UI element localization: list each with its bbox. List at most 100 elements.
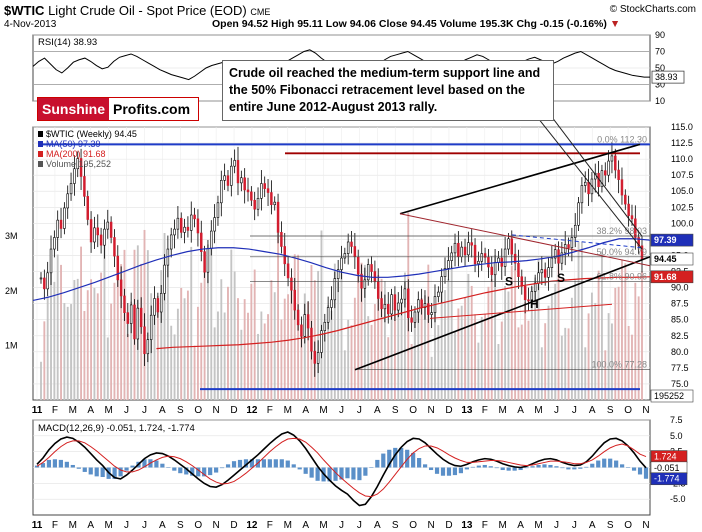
fib-level-label: 50.0% 94.79 — [596, 247, 647, 257]
macd-x-tick-label: A — [302, 520, 309, 531]
macd-histogram-bar — [76, 467, 81, 469]
annotation-callout: Crude oil reached the medium-term suppor… — [222, 60, 554, 121]
ma50-line — [32, 238, 651, 302]
volume-bar — [587, 313, 590, 400]
macd-histogram-bar — [643, 467, 649, 479]
candle-body — [517, 262, 520, 277]
price-x-tick-label: M — [319, 405, 327, 416]
candle-body — [627, 203, 630, 216]
ohlc-values: Open 94.52 High 95.11 Low 94.06 Close 94… — [212, 18, 607, 30]
macd-histogram-bar — [631, 467, 637, 471]
volume-bar — [624, 263, 627, 400]
volume-bar — [180, 287, 183, 400]
candle-body — [300, 324, 303, 337]
chart-title: $WTIC Light Crude Oil - Spot Price (EOD)… — [4, 3, 270, 18]
candle-body — [380, 298, 383, 310]
macd-histogram-bar — [596, 460, 601, 468]
volume-bar — [330, 310, 333, 400]
price-tick-label: 77.5 — [671, 363, 689, 373]
macd-histogram-bar — [363, 467, 368, 476]
macd-histogram-bar — [100, 467, 105, 477]
candle-body — [430, 312, 433, 315]
candle-body — [296, 309, 300, 326]
macd-histogram-bar — [440, 467, 446, 476]
candle-body — [293, 289, 296, 311]
candle-body — [136, 307, 140, 340]
macd-histogram-bar — [46, 459, 52, 468]
candle-body — [76, 158, 79, 170]
volume-bar — [186, 290, 189, 400]
macd-histogram-bar — [590, 463, 595, 468]
macd-histogram-bar — [584, 466, 589, 468]
macd-value-box — [650, 472, 688, 486]
candle-body — [507, 238, 510, 250]
volume-bar — [343, 350, 346, 400]
macd-histogram-bar — [249, 459, 255, 468]
macd-histogram-bar — [219, 467, 225, 469]
rsi-tick-label: 10 — [655, 96, 665, 106]
macd-x-tick-label: S — [177, 520, 184, 531]
volume-bar — [467, 273, 470, 400]
volume-bar — [283, 298, 286, 400]
volume-bar — [190, 246, 193, 400]
macd-x-tick-label: A — [589, 520, 596, 531]
candle-body — [570, 237, 574, 249]
macd-x-tick-label: 13 — [461, 520, 473, 531]
volume-bar — [637, 296, 640, 400]
volume-bar — [233, 271, 236, 400]
candle-body — [393, 294, 397, 311]
volume-bar — [604, 350, 607, 400]
candle-body — [109, 221, 113, 238]
volume-bar — [240, 329, 243, 400]
logo-part-2: Profits.com — [113, 101, 191, 117]
candle-body — [460, 246, 463, 258]
volume-bar — [444, 290, 446, 400]
sunshine-profits-logo[interactable]: Sunshine Profits.com — [37, 97, 199, 121]
volume-bar — [360, 262, 363, 400]
copyright[interactable]: © StockCharts.com — [609, 4, 696, 15]
macd-histogram-bar — [506, 467, 511, 471]
macd-histogram-bar — [333, 467, 338, 481]
candle-body — [260, 183, 263, 199]
macd-x-tick-label: M — [534, 520, 542, 531]
candle-body — [573, 224, 577, 238]
volume-bar — [390, 300, 393, 400]
volume-bar — [617, 286, 620, 400]
volume-tick-label: 1M — [5, 340, 18, 350]
candle-body — [83, 176, 86, 197]
price-value-box — [650, 233, 694, 247]
price-tick-label: 100.0 — [671, 218, 694, 228]
macd-histogram-bar — [524, 467, 529, 469]
candle-body — [273, 201, 276, 206]
macd-histogram-bar — [309, 467, 314, 478]
volume-bar — [641, 271, 643, 400]
candle-body — [346, 241, 350, 254]
macd-histogram-bar — [208, 467, 213, 476]
candle-body — [263, 183, 266, 189]
volume-bar — [163, 233, 166, 400]
macd-histogram-bar — [64, 461, 69, 468]
volume-bar — [437, 325, 440, 400]
candle-body — [624, 194, 627, 205]
macd-histogram-bar — [614, 460, 619, 468]
volume-bar — [564, 327, 567, 400]
volume-bar — [611, 323, 613, 400]
change-down-icon: ▼ — [609, 18, 621, 30]
candle-body — [139, 307, 143, 328]
volume-bar — [353, 297, 356, 400]
price-value-box — [650, 252, 694, 266]
macd-x-tick-label: N — [642, 520, 649, 531]
price-x-tick-label: M — [534, 405, 542, 416]
volume-bar — [490, 279, 493, 400]
macd-x-tick-label: D — [230, 520, 237, 531]
volume-bar — [440, 284, 443, 400]
candle-body — [470, 242, 473, 246]
volume-bar — [514, 269, 517, 400]
volume-bar — [250, 283, 253, 400]
macd-histogram-bar — [482, 464, 487, 468]
candle-body — [89, 219, 93, 243]
volume-bar — [507, 291, 510, 400]
macd-histogram-bar — [446, 467, 452, 476]
rsi-current-label: 38.93 — [655, 72, 678, 82]
